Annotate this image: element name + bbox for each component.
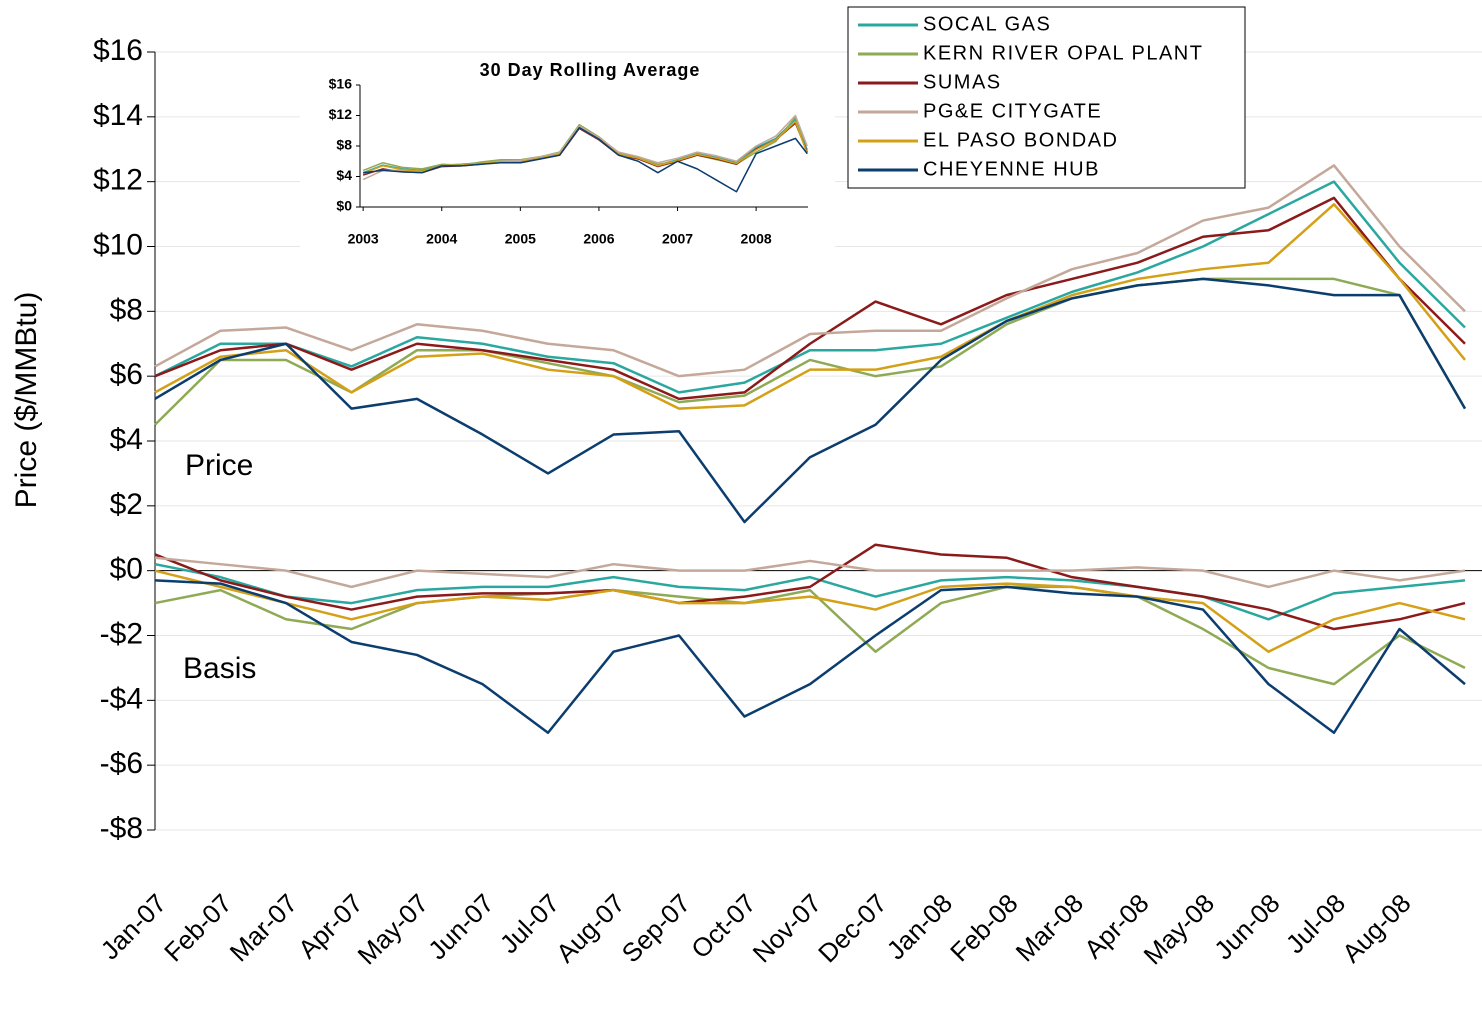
y-tick-label: $0	[110, 553, 143, 586]
legend-label: KERN RIVER OPAL PLANT	[923, 42, 1203, 64]
legend-label: PG&E CITYGATE	[923, 100, 1102, 122]
legend-label: SUMAS	[923, 71, 1002, 93]
series-line	[154, 569, 1466, 653]
annotation: Price	[185, 449, 253, 482]
inset-y-tick-label: $4	[336, 167, 352, 183]
series-line	[154, 562, 1466, 621]
series-line	[154, 556, 1466, 589]
x-tick-label: May-07	[352, 888, 435, 971]
inset-x-tick-label: 2005	[505, 231, 536, 247]
y-tick-label: -$6	[100, 747, 143, 780]
series-line	[154, 180, 1466, 394]
x-tick-label: Aug-07	[550, 888, 630, 968]
series-line	[154, 585, 1466, 686]
x-tick-label: Jan-08	[881, 888, 958, 965]
x-tick-label: May-08	[1138, 888, 1221, 971]
x-tick-label: Sep-07	[616, 888, 696, 968]
series-line	[363, 126, 808, 193]
inset-y-tick-label: $12	[329, 106, 353, 122]
x-tick-label: Nov-07	[747, 888, 827, 968]
inset-x-tick-label: 2003	[348, 231, 379, 247]
x-tick-label: Feb-08	[944, 888, 1023, 967]
y-tick-label: $10	[93, 228, 143, 261]
y-tick-label: $2	[110, 488, 143, 521]
y-tick-label: $8	[110, 293, 143, 326]
x-tick-label: Aug-08	[1336, 888, 1416, 968]
x-tick-label: Jan-07	[95, 888, 172, 965]
inset-x-tick-label: 2008	[741, 231, 772, 247]
legend-box	[847, 6, 1246, 189]
series-line	[154, 203, 1466, 410]
y-axis-label: Price ($/MMBtu)	[10, 292, 43, 509]
x-tick-label: Jun-08	[1208, 888, 1285, 965]
y-tick-label: -$2	[100, 617, 143, 650]
inset-y-tick-label: $16	[329, 76, 353, 92]
x-tick-label: Jun-07	[422, 888, 499, 965]
inset-title: 30 Day Rolling Average	[480, 60, 701, 80]
series-line	[154, 277, 1467, 524]
inset-y-tick-label: $8	[336, 137, 352, 153]
y-tick-label: $14	[93, 99, 143, 132]
y-tick-label: $6	[110, 358, 143, 391]
x-tick-label: Oct-07	[685, 888, 761, 964]
y-tick-label: $4	[110, 423, 143, 456]
inset-x-tick-label: 2006	[583, 231, 614, 247]
series-line	[154, 277, 1467, 426]
x-tick-label: Mar-07	[224, 888, 303, 967]
series-line	[154, 164, 1466, 378]
inset-y-tick-label: $0	[336, 198, 352, 214]
inset-x-tick-label: 2004	[426, 231, 457, 247]
x-tick-label: Dec-07	[812, 888, 892, 968]
legend-label: CHEYENNE HUB	[923, 158, 1100, 180]
series-line	[154, 543, 1466, 631]
y-tick-label: -$4	[100, 682, 143, 715]
y-tick-label: -$8	[100, 812, 143, 845]
annotation: Basis	[183, 652, 256, 685]
series-line	[154, 579, 1466, 734]
x-tick-label: Mar-08	[1010, 888, 1089, 967]
series-line	[154, 196, 1466, 401]
inset-x-tick-label: 2007	[662, 231, 693, 247]
y-tick-label: $16	[93, 34, 143, 67]
legend-label: EL PASO BONDAD	[923, 129, 1119, 151]
x-tick-label: Feb-07	[158, 888, 237, 967]
y-tick-label: $12	[93, 164, 143, 197]
legend-label: SOCAL GAS	[923, 13, 1051, 35]
